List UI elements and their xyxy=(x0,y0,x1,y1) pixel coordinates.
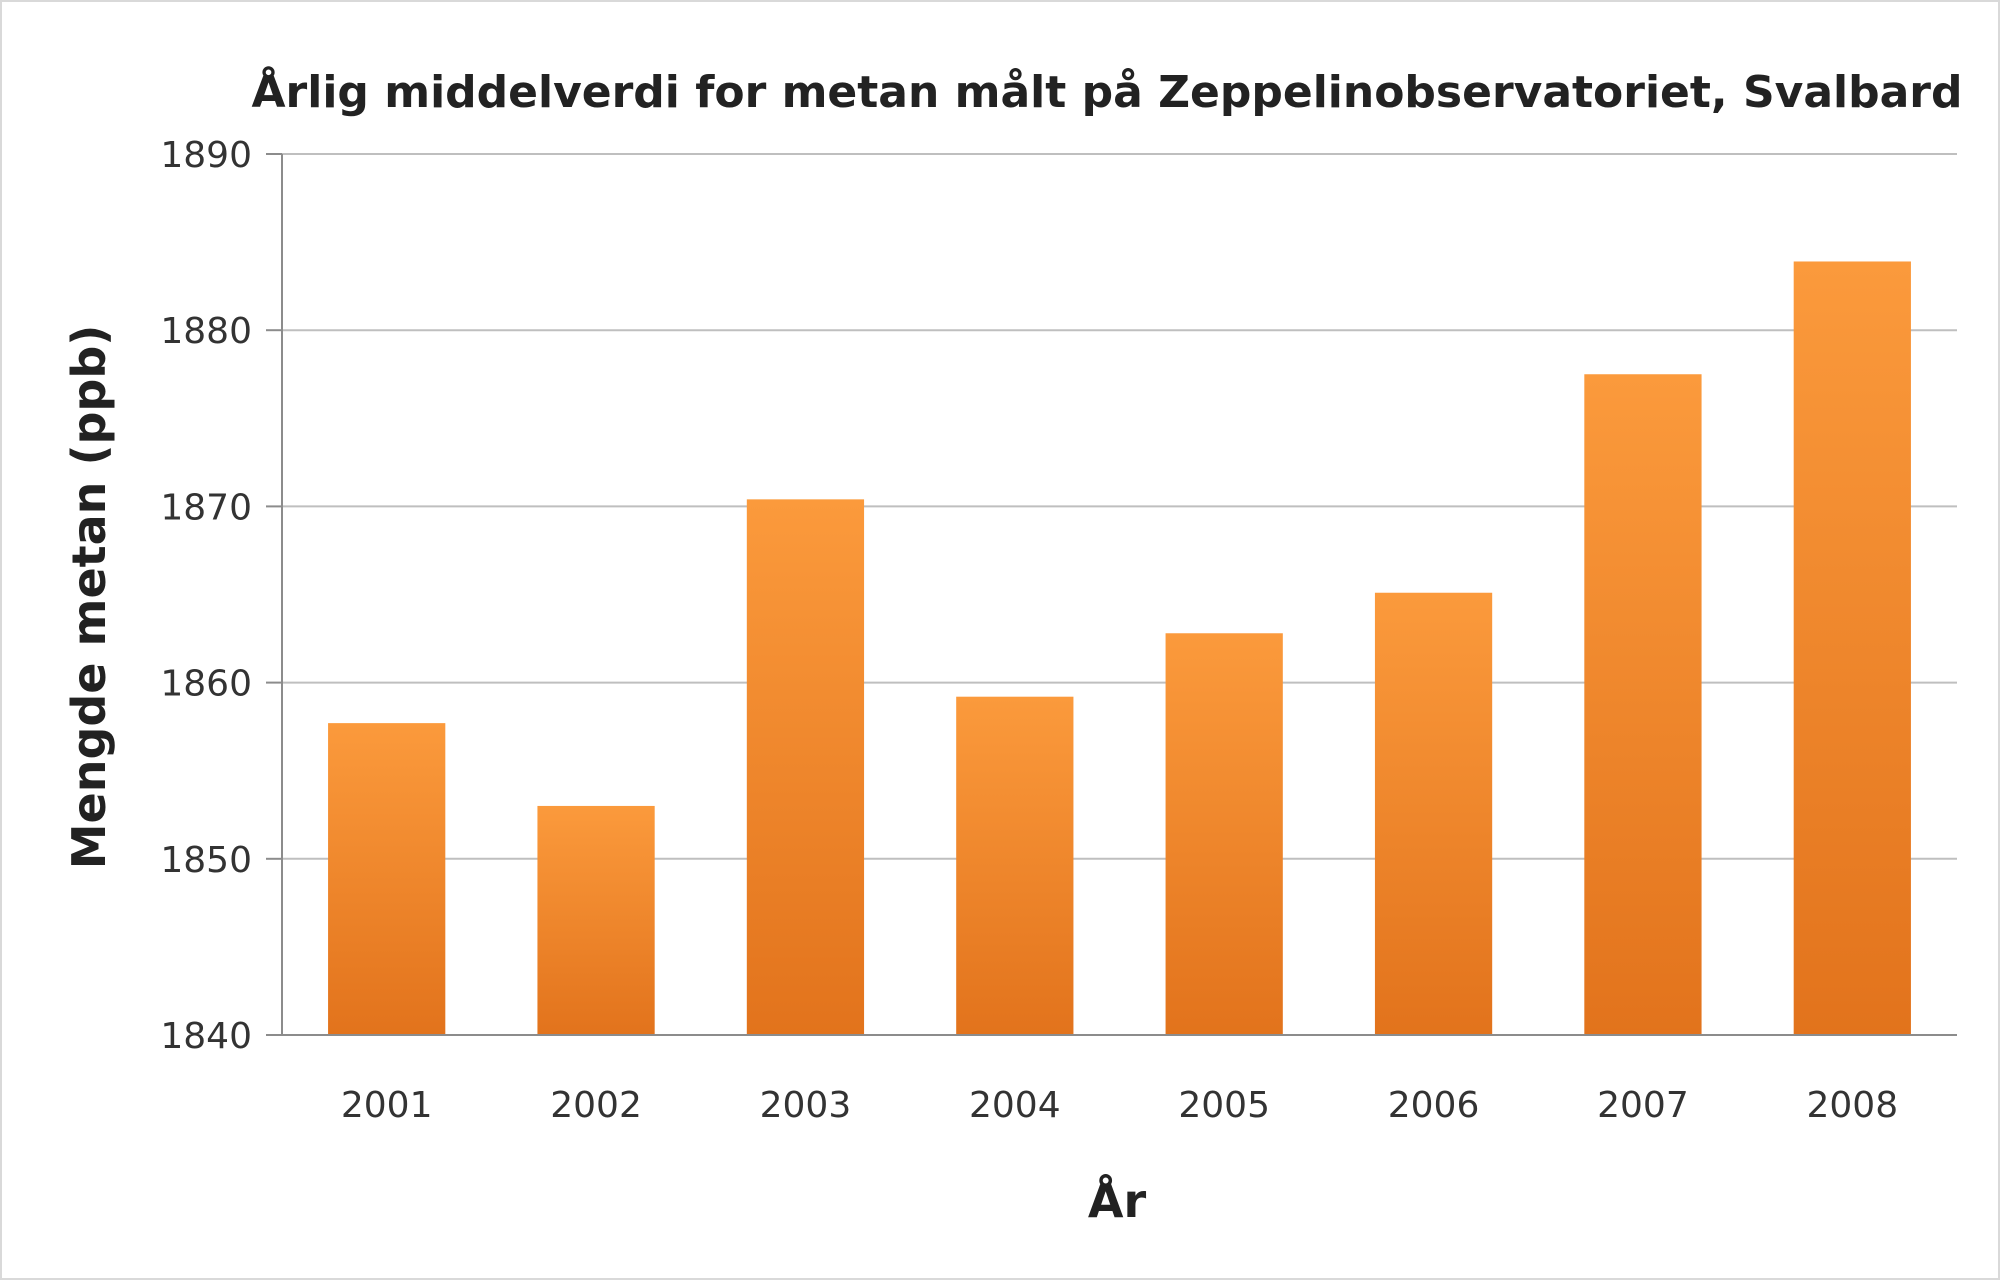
x-tick-label: 2004 xyxy=(969,1085,1061,1126)
y-tick-label: 1890 xyxy=(160,135,252,176)
x-tick-label: 2003 xyxy=(760,1085,852,1126)
x-axis-title: År xyxy=(1088,1174,1147,1228)
y-tick-label: 1870 xyxy=(160,487,252,528)
y-tick-label: 1860 xyxy=(160,664,252,705)
gridlines xyxy=(266,153,1957,1036)
y-tick-label: 1840 xyxy=(160,1016,252,1057)
x-tick-label: 2006 xyxy=(1388,1085,1480,1126)
x-tick-label: 2001 xyxy=(341,1085,433,1126)
bar-2001 xyxy=(328,723,446,1035)
chart-title: Årlig middelverdi for metan målt på Zepp… xyxy=(252,65,1963,118)
bar-2008 xyxy=(1793,261,1911,1035)
x-tick-label: 2007 xyxy=(1597,1085,1689,1126)
bars xyxy=(328,261,1911,1035)
bar-2003 xyxy=(746,499,865,1035)
x-tick-label: 2002 xyxy=(550,1085,642,1126)
bar-2004 xyxy=(956,696,1074,1035)
y-axis-tick-labels: 1840 1850 1860 1870 1880 1890 xyxy=(160,135,252,1057)
bar-2002 xyxy=(537,805,655,1035)
bar-2006 xyxy=(1374,592,1493,1035)
axes xyxy=(281,154,1957,1036)
y-tick-label: 1850 xyxy=(160,840,252,881)
y-tick-label: 1880 xyxy=(160,311,252,352)
bar-2005 xyxy=(1165,633,1283,1035)
x-axis-tick-labels: 2001 2002 2003 2004 2005 2006 2007 2008 xyxy=(341,1085,1898,1126)
y-axis-title: Mengde metan (ppb) xyxy=(62,325,116,870)
bar-2007 xyxy=(1584,374,1702,1035)
x-tick-label: 2008 xyxy=(1807,1085,1899,1126)
x-tick-label: 2005 xyxy=(1178,1085,1270,1126)
